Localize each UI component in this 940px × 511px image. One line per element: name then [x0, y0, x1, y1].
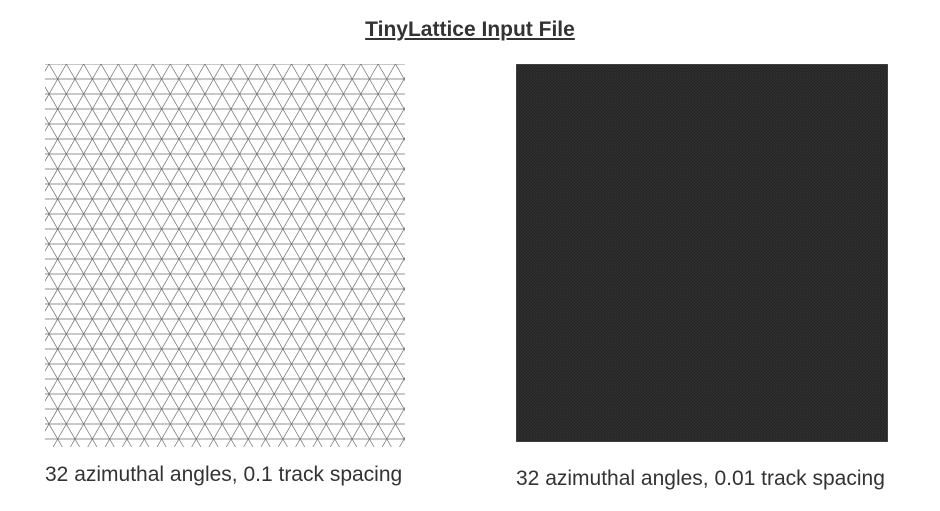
- track-line: [118, 64, 340, 447]
- track-line: [204, 64, 405, 412]
- track-line: [239, 64, 405, 352]
- track-line: [347, 346, 405, 447]
- track-line: [48, 64, 271, 447]
- track-line: [325, 64, 405, 202]
- track-line: [208, 106, 405, 447]
- track-line: [45, 176, 202, 447]
- track-line: [260, 196, 405, 447]
- track-line: [308, 64, 405, 232]
- track-line: [45, 64, 258, 432]
- track-line: [45, 64, 206, 342]
- track-line: [169, 64, 392, 447]
- track-line: [312, 286, 405, 447]
- caption-coarse: 32 azimuthal angles, 0.1 track spacing: [45, 463, 403, 486]
- track-line: [45, 64, 136, 222]
- track-line: [45, 296, 132, 447]
- track-line: [139, 64, 362, 447]
- track-line: [45, 236, 167, 447]
- track-line: [225, 136, 405, 447]
- track-line: [45, 64, 188, 312]
- track-line: [45, 116, 236, 447]
- track-line: [156, 64, 379, 447]
- track-line: [243, 166, 405, 447]
- track-line: [295, 256, 405, 447]
- track-line: [45, 64, 154, 252]
- track-line: [364, 376, 405, 447]
- track-line: [256, 64, 405, 322]
- track-line: [221, 64, 405, 382]
- track-line: [83, 64, 306, 447]
- track-line: [70, 64, 292, 447]
- track-line: [122, 64, 344, 447]
- track-line: [87, 64, 310, 447]
- track-line: [277, 226, 405, 447]
- track-line: [45, 64, 102, 162]
- track-lattice-fine-image: [516, 64, 888, 442]
- track-line: [291, 64, 405, 262]
- track-lattice-coarse-image: [45, 64, 405, 447]
- track-line: [100, 64, 323, 447]
- track-line: [360, 64, 405, 142]
- track-line: [45, 64, 240, 402]
- track-line: [45, 86, 254, 447]
- track-line: [66, 64, 288, 447]
- track-line: [45, 206, 184, 447]
- track-line: [191, 76, 405, 447]
- track-line: [329, 316, 405, 447]
- caption-fine: 32 azimuthal angles, 0.01 track spacing: [516, 467, 885, 490]
- track-line: [45, 64, 223, 372]
- track-line: [174, 64, 396, 447]
- track-line: [45, 266, 150, 447]
- track-line: [45, 64, 119, 192]
- track-line: [45, 326, 115, 447]
- track-line: [273, 64, 405, 292]
- track-line: [104, 64, 327, 447]
- track-line: [45, 146, 219, 447]
- track-line: [135, 64, 358, 447]
- track-line: [45, 64, 84, 132]
- track-line: [45, 64, 171, 282]
- track-line: [52, 64, 275, 447]
- track-line: [187, 64, 405, 442]
- track-line: [343, 64, 405, 172]
- track-line: [152, 64, 375, 447]
- slide-title: TinyLattice Input File: [365, 18, 575, 41]
- track-line: [45, 356, 98, 447]
